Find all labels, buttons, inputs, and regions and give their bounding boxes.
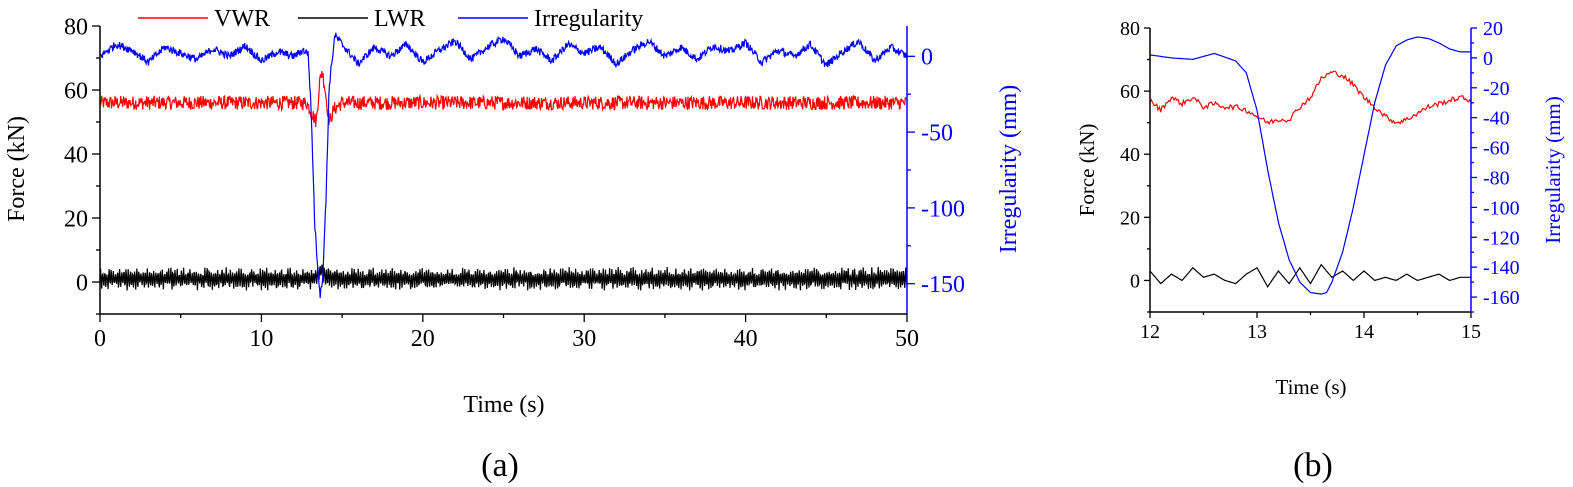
y2-tick-label: 0 <box>921 45 933 71</box>
panel-a-series <box>99 32 908 298</box>
y-tick-label: 0 <box>1130 270 1140 292</box>
x-tick-label: 15 <box>1461 321 1481 343</box>
panel-a-xlabel: Time (s) <box>463 392 544 418</box>
y-tick-label: 40 <box>1120 144 1140 166</box>
y2-tick-label: -40 <box>1483 108 1510 130</box>
x-tick-label: 50 <box>895 326 919 352</box>
y2-tick-label: -80 <box>1483 167 1510 189</box>
panel-b-ylabel: Force (kN) <box>1075 124 1099 217</box>
y-tick-label: 0 <box>76 270 88 296</box>
y-tick-label: 80 <box>1120 18 1140 40</box>
y2-tick-label: -100 <box>1483 197 1520 219</box>
panel-a-axes: 0 10 20 30 40 50 0 20 40 60 80 0 -50 -100 -150 <box>64 14 965 352</box>
x-tick-label: 40 <box>734 326 758 352</box>
legend-label-irregularity: Irregularity <box>534 6 643 32</box>
panel-a-y2label: Irregularity (mm) <box>996 85 1022 254</box>
y-tick-label: 60 <box>64 78 88 104</box>
legend: VWR LWR Irregularity <box>138 6 643 32</box>
y2-tick-label: 0 <box>1483 48 1493 70</box>
y2-tick-label: -60 <box>1483 138 1510 160</box>
panel-b-series <box>1149 36 1472 295</box>
y2-tick-label: -20 <box>1483 78 1510 100</box>
x-tick-label: 30 <box>572 326 596 352</box>
y-tick-label: 20 <box>1120 207 1140 229</box>
panel-b-caption: (b) <box>1293 447 1333 484</box>
y2-tick-label: -120 <box>1483 227 1520 249</box>
x-tick-label: 13 <box>1247 321 1267 343</box>
series-line-vwr <box>99 71 908 127</box>
panel-a-chart: 0 10 20 30 40 50 0 20 40 60 80 0 -50 -100 -150 Time (s… <box>4 14 1022 484</box>
panel-b-axes: 12 13 14 15 0 20 40 60 80 20 0 -20 -40 -60 -80 -100 -120… <box>1120 18 1520 343</box>
y-tick-label: 80 <box>64 14 88 40</box>
y2-tick-label: -150 <box>921 272 965 298</box>
y-tick-label: 40 <box>64 142 88 168</box>
series-line-irregularity <box>99 32 908 298</box>
panel-b-xlabel: Time (s) <box>1276 375 1347 399</box>
x-tick-label: 12 <box>1140 321 1160 343</box>
x-tick-label: 10 <box>249 326 273 352</box>
panel-b-y2label: Irregularity (mm) <box>1541 96 1565 244</box>
y2-tick-label: -160 <box>1483 287 1520 309</box>
series-line-vwr <box>1149 70 1472 126</box>
series-line-lwr <box>99 264 908 291</box>
series-line-lwr <box>1149 263 1471 288</box>
y2-tick-label: -50 <box>921 121 953 147</box>
legend-label-lwr: LWR <box>374 6 426 32</box>
y-tick-label: 20 <box>64 206 88 232</box>
panel-a-ylabel: Force (kN) <box>4 116 30 222</box>
y2-tick-label: 20 <box>1483 18 1503 40</box>
x-tick-label: 14 <box>1354 321 1374 343</box>
x-tick-label: 20 <box>411 326 435 352</box>
y2-tick-label: -140 <box>1483 257 1520 279</box>
y2-tick-label: -100 <box>921 196 965 222</box>
series-line-irregularity <box>1149 36 1471 295</box>
panel-b-chart: 12 13 14 15 0 20 40 60 80 20 0 -20 -40 -60 -80 -100 -120… <box>1075 18 1565 484</box>
panel-a-caption: (a) <box>481 447 519 484</box>
legend-label-vwr: VWR <box>214 6 270 32</box>
y-tick-label: 60 <box>1120 81 1140 103</box>
x-tick-label: 0 <box>94 326 106 352</box>
